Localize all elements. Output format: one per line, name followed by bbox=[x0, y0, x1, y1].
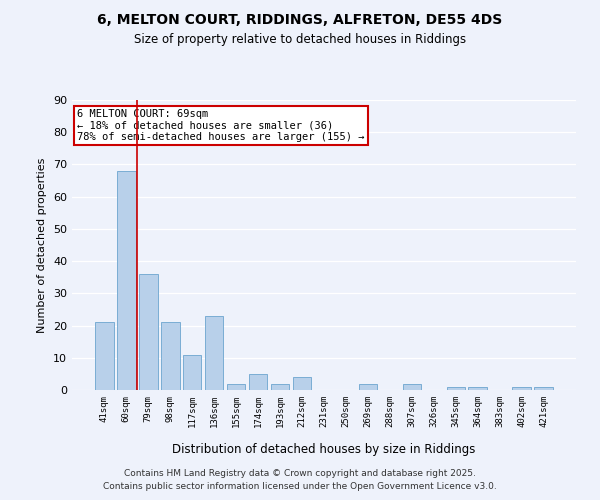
Text: 6, MELTON COURT, RIDDINGS, ALFRETON, DE55 4DS: 6, MELTON COURT, RIDDINGS, ALFRETON, DE5… bbox=[97, 12, 503, 26]
Bar bbox=[117, 171, 136, 390]
Text: Distribution of detached houses by size in Riddings: Distribution of detached houses by size … bbox=[172, 442, 476, 456]
Y-axis label: Number of detached properties: Number of detached properties bbox=[37, 158, 47, 332]
Bar bbox=[469, 387, 487, 390]
Bar bbox=[227, 384, 245, 390]
Bar bbox=[139, 274, 158, 390]
Bar bbox=[183, 354, 202, 390]
Bar bbox=[293, 377, 311, 390]
Bar bbox=[446, 387, 465, 390]
Text: Contains HM Land Registry data © Crown copyright and database right 2025.: Contains HM Land Registry data © Crown c… bbox=[124, 468, 476, 477]
Text: 6 MELTON COURT: 69sqm
← 18% of detached houses are smaller (36)
78% of semi-deta: 6 MELTON COURT: 69sqm ← 18% of detached … bbox=[77, 108, 365, 142]
Bar bbox=[512, 387, 531, 390]
Bar bbox=[403, 384, 421, 390]
Bar bbox=[359, 384, 377, 390]
Text: Size of property relative to detached houses in Riddings: Size of property relative to detached ho… bbox=[134, 32, 466, 46]
Bar bbox=[271, 384, 289, 390]
Text: Contains public sector information licensed under the Open Government Licence v3: Contains public sector information licen… bbox=[103, 482, 497, 491]
Bar bbox=[205, 316, 223, 390]
Bar bbox=[249, 374, 268, 390]
Bar bbox=[161, 322, 179, 390]
Bar bbox=[95, 322, 113, 390]
Bar bbox=[535, 387, 553, 390]
